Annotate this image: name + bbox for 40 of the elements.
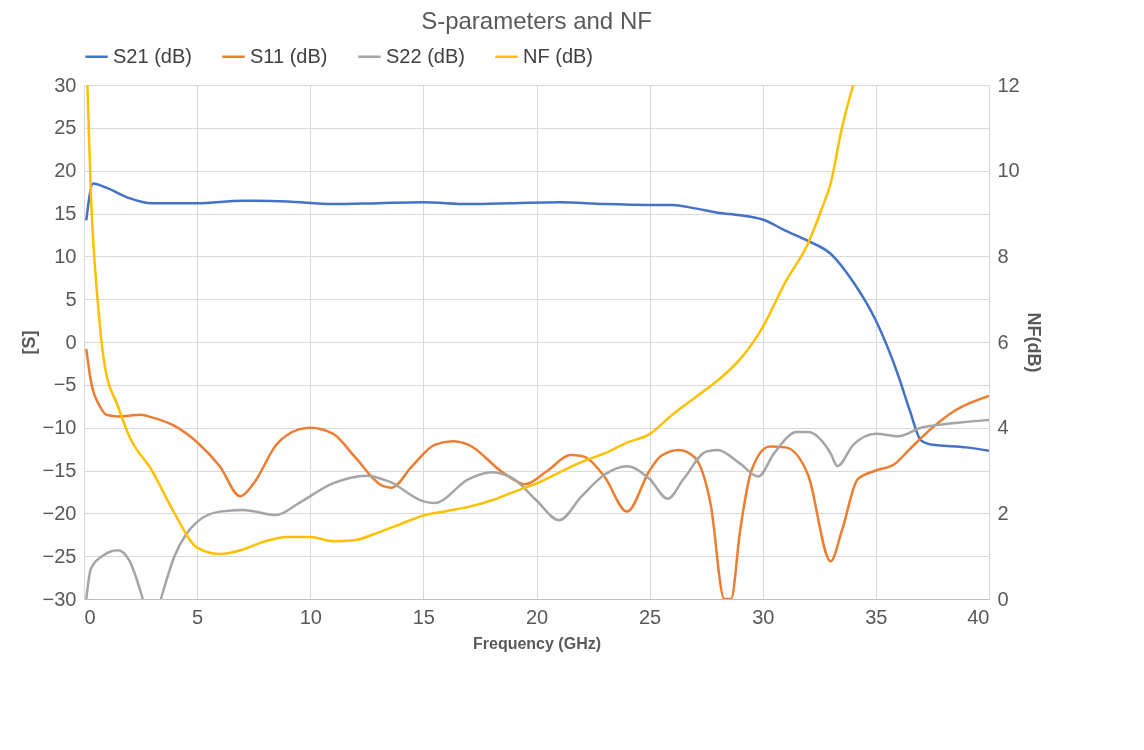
- line-series: [85, 182, 989, 453]
- legend-label: S11 (dB): [250, 44, 328, 67]
- y2-tick-label: 10: [997, 159, 1020, 182]
- y2-tick-label: 8: [997, 244, 1009, 267]
- x-tick-label: 30: [752, 605, 775, 628]
- y2-tick-label: 4: [997, 416, 1009, 439]
- x-tick-label: 20: [525, 605, 549, 628]
- line-series: [86, 85, 855, 556]
- y-tick-label: −30: [42, 587, 77, 610]
- x-tick-label: 0: [84, 605, 96, 628]
- x-tick-label: 25: [639, 605, 662, 628]
- y2-tick-label: 12: [997, 73, 1020, 96]
- y-tick-label: −15: [42, 459, 77, 481]
- x-tick-label: 10: [299, 605, 322, 628]
- x-tick-label: 35: [865, 605, 888, 628]
- y-tick-label: −5: [53, 373, 77, 396]
- x-tick-label: 5: [192, 605, 204, 628]
- y-tick-label: −10: [42, 416, 77, 439]
- y2-axis-title: NF(dB): [1023, 312, 1044, 373]
- legend-label: S21 (dB): [113, 44, 192, 67]
- y-tick-label: 15: [54, 202, 77, 224]
- y-tick-label: 5: [65, 287, 77, 310]
- y-tick-label: −20: [42, 501, 77, 524]
- y2-tick-label: 2: [997, 501, 1009, 524]
- x-axis-title: Frequency (GHz): [472, 634, 602, 652]
- x-tick-label: 40: [967, 605, 990, 628]
- legend-label: S22 (dB): [386, 44, 465, 67]
- y-tick-label: 10: [54, 244, 77, 267]
- legend-label: NF (dB): [523, 44, 593, 67]
- y-axis-title: [S]: [18, 330, 39, 355]
- x-tick-label: 15: [412, 605, 435, 628]
- y2-tick-label: 6: [997, 330, 1009, 353]
- y-tick-label: −25: [42, 544, 77, 567]
- y-tick-label: 25: [54, 116, 77, 139]
- y-tick-label: 20: [54, 159, 77, 182]
- y2-tick-label: 0: [997, 587, 1009, 610]
- y-tick-label: 0: [65, 330, 77, 353]
- y-tick-label: 30: [54, 73, 77, 96]
- chart-title: S-parameters and NF: [421, 7, 652, 34]
- line-series: [85, 347, 989, 599]
